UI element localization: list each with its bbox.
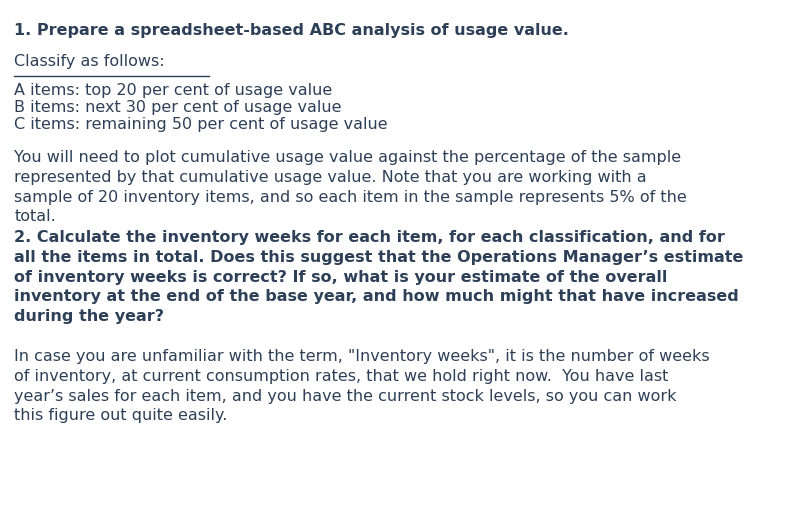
Text: Classify as follows:: Classify as follows: bbox=[14, 54, 165, 69]
Text: 1. Prepare a spreadsheet-based ABC analysis of usage value.: 1. Prepare a spreadsheet-based ABC analy… bbox=[14, 23, 569, 38]
Text: B items: next 30 per cent of usage value: B items: next 30 per cent of usage value bbox=[14, 100, 342, 115]
Text: You will need to plot cumulative usage value against the percentage of the sampl: You will need to plot cumulative usage v… bbox=[14, 150, 687, 224]
Text: A items: top 20 per cent of usage value: A items: top 20 per cent of usage value bbox=[14, 83, 333, 98]
Text: C items: remaining 50 per cent of usage value: C items: remaining 50 per cent of usage … bbox=[14, 117, 388, 132]
Text: 2. Calculate the inventory weeks for each item, for each classification, and for: 2. Calculate the inventory weeks for eac… bbox=[14, 230, 743, 324]
Text: In case you are unfamiliar with the term, "Inventory weeks", it is the number of: In case you are unfamiliar with the term… bbox=[14, 349, 710, 423]
